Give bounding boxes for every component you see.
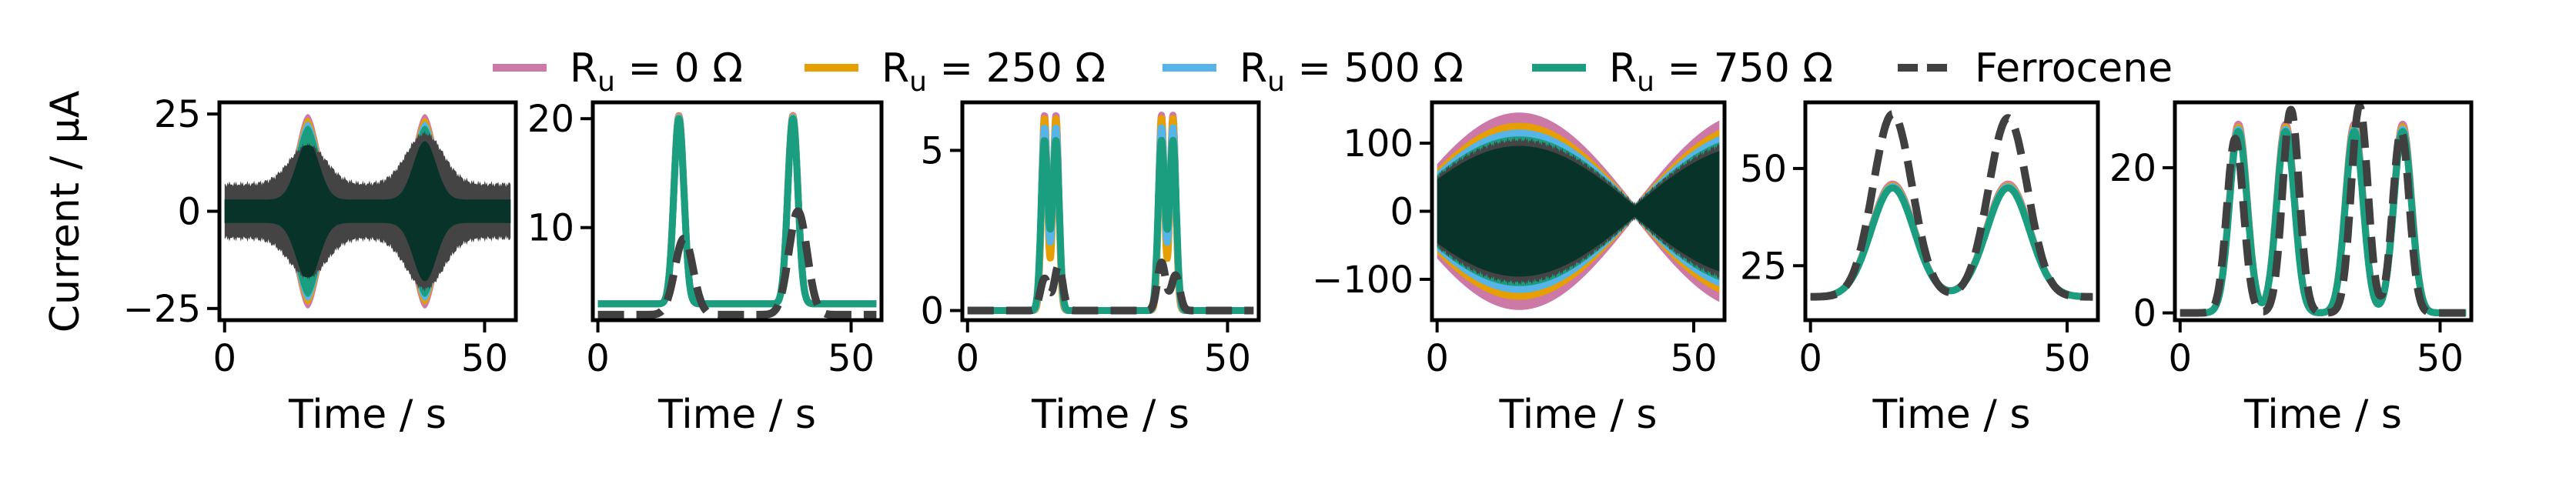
legend-text-sub: u: [597, 66, 615, 98]
panel-p3: 0 50 0 5 Time / s: [920, 100, 1261, 438]
y-tick-label-p1-25: 25: [154, 93, 201, 136]
panel-frame-p6: [2173, 100, 2474, 322]
plot-area-p2: [594, 112, 880, 319]
chart-panels: 0 50 −25 0 25 Time / s 0 50 10 20 Time / s 0 50 0 5 Tim…: [123, 93, 2474, 438]
x-axis-label-p2: Time / s: [657, 392, 816, 438]
legend-text-rest: = 500 Ω: [1285, 45, 1464, 92]
series-line-fc: [964, 258, 1257, 315]
legend-text-rest: = 750 Ω: [1654, 45, 1833, 92]
y-tick-label-p2-10: 10: [527, 207, 574, 250]
y-tick-label-p4-100: 100: [1343, 122, 1413, 165]
x-tick-label-p3-50: 50: [1204, 337, 1251, 380]
legend-text-main: R: [1239, 45, 1267, 92]
x-tick-label-p1-50: 50: [461, 337, 508, 380]
panel-p1: 0 50 −25 0 25 Time / s: [123, 93, 518, 438]
y-tick-label-p3-5: 5: [920, 129, 944, 172]
panel-frame-p3: [960, 100, 1261, 322]
x-tick-label-p1-0: 0: [212, 337, 236, 380]
x-tick-label-p4-0: 0: [1425, 337, 1449, 380]
plot-area-p4: [1437, 112, 1720, 310]
y-tick-label-p2-20: 20: [527, 98, 574, 141]
legend-entry-r250: Ru = 250 Ω: [805, 45, 1106, 98]
legend-text-main: R: [882, 45, 909, 92]
x-axis-label-p6: Time / s: [2243, 392, 2402, 438]
legend-entry-fc: Ferrocene: [1898, 45, 2173, 92]
legend-label-r250: Ru = 250 Ω: [882, 45, 1106, 98]
legend-label-r0: Ru = 0 Ω: [570, 45, 743, 98]
legend-text-main: R: [1609, 45, 1637, 92]
x-tick-label-p2-50: 50: [828, 337, 875, 380]
y-tick-label-p6-20: 20: [2109, 147, 2156, 190]
x-tick-label-p2-0: 0: [586, 337, 610, 380]
x-tick-label-p5-0: 0: [1798, 337, 1822, 380]
y-tick-label-p5-25: 25: [1740, 245, 1787, 288]
overlap-core-p4: [1437, 145, 1720, 277]
legend-text-main: Ferrocene: [1975, 45, 2173, 92]
series-line-fc: [2176, 102, 2470, 317]
plot-area-p1: [224, 114, 511, 309]
x-tick-label-p5-50: 50: [2043, 337, 2090, 380]
x-tick-label-p6-0: 0: [2168, 337, 2192, 380]
x-axis-label-p4: Time / s: [1499, 392, 1658, 438]
plot-area-p6: [2176, 102, 2470, 317]
legend-label-r750: Ru = 750 Ω: [1609, 45, 1833, 98]
legend-text-main: R: [570, 45, 597, 92]
legend-label-r500: Ru = 500 Ω: [1239, 45, 1464, 98]
legend: Ru = 0 Ω Ru = 250 Ω Ru = 500 Ω Ru = 750 Ω Fe…: [493, 45, 2173, 98]
panel-p2: 0 50 10 20 Time / s: [527, 98, 884, 438]
x-axis-label-p5: Time / s: [1872, 392, 2031, 438]
series-line-fc: [594, 207, 880, 319]
y-axis-label: Current / μA: [42, 90, 89, 332]
series-line-r750: [594, 115, 880, 308]
y-tick-label-p1-0: 0: [177, 191, 201, 234]
legend-label-fc: Ferrocene: [1975, 45, 2173, 92]
x-tick-label-p3-0: 0: [955, 337, 979, 380]
x-axis-label-p1: Time / s: [288, 392, 447, 438]
panel-p4: 0 50 −100 0 100 Time / s: [1312, 100, 1727, 438]
legend-text-rest: = 0 Ω: [615, 45, 743, 92]
x-tick-label-p4-50: 50: [1670, 337, 1717, 380]
y-tick-label-p3-0: 0: [920, 290, 944, 333]
y-tick-label-p6-0: 0: [2133, 292, 2156, 336]
x-axis-label-p3: Time / s: [1031, 392, 1189, 438]
legend-text-sub: u: [1267, 66, 1285, 98]
legend-entry-r500: Ru = 500 Ω: [1163, 45, 1464, 98]
panel-p5: 0 50 25 50 Time / s: [1740, 100, 2100, 438]
legend-text-rest: = 250 Ω: [927, 45, 1106, 92]
legend-entry-r750: Ru = 750 Ω: [1532, 45, 1833, 98]
y-tick-label-p4-0: 0: [1390, 191, 1413, 234]
y-tick-label-p5-50: 50: [1740, 148, 1787, 191]
panel-frame-p5: [1803, 100, 2100, 322]
plot-area-p5: [1807, 110, 2096, 301]
legend-entry-r0: Ru = 0 Ω: [493, 45, 743, 98]
panel-frame-p2: [590, 100, 884, 322]
y-tick-label-p4--100: −100: [1312, 259, 1413, 302]
plot-area-p3: [964, 112, 1257, 315]
x-tick-label-p6-50: 50: [2417, 337, 2464, 380]
y-tick-label-p1--25: −25: [123, 288, 201, 331]
overlap-core-p1: [224, 141, 511, 282]
panel-p6: 0 50 0 20 Time / s: [2109, 100, 2474, 438]
legend-text-sub: u: [909, 66, 927, 98]
legend-text-sub: u: [1637, 66, 1654, 98]
